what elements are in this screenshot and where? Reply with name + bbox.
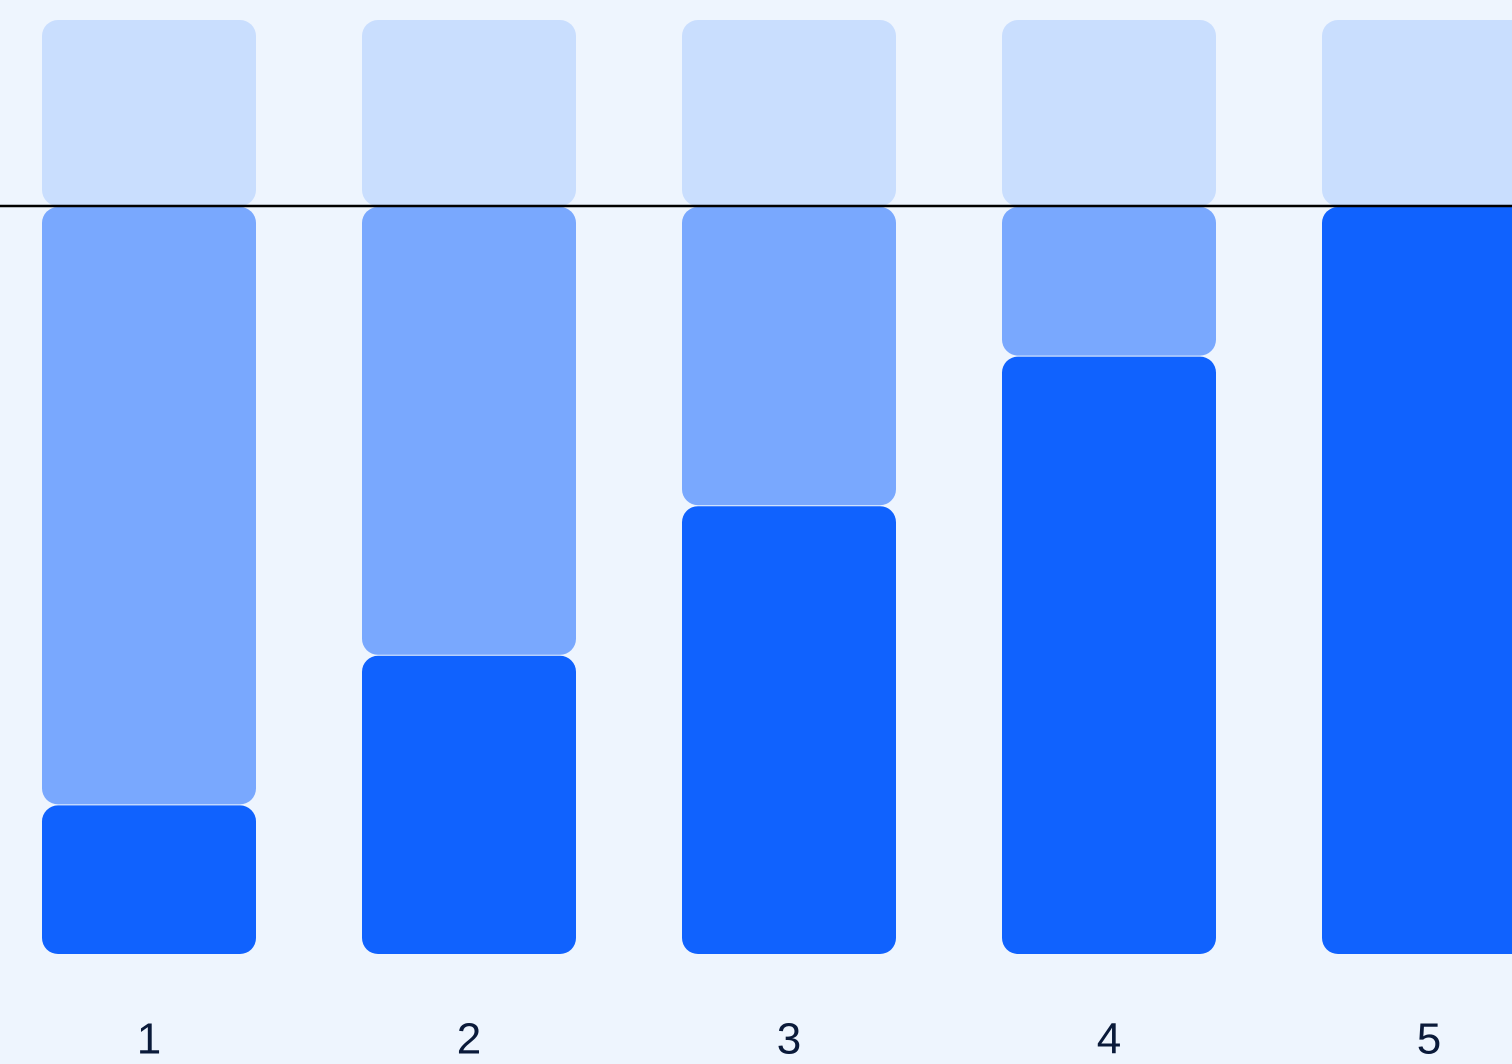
x-tick-label: 1 xyxy=(137,1015,161,1059)
bar-5-top-segment xyxy=(1322,20,1512,206)
bar-1-middle-segment xyxy=(42,207,256,805)
bars-layer xyxy=(42,20,1512,955)
tick-labels-layer: 1 2 3 4 5 xyxy=(137,1015,1441,1064)
bar-2-middle-segment xyxy=(362,207,576,655)
bar-3-middle-segment xyxy=(682,207,896,506)
bar-3-top-segment xyxy=(682,20,896,206)
bar-2-bottom-segment xyxy=(362,655,576,954)
bar-1-bottom-segment xyxy=(42,805,256,954)
bar-1-top-segment xyxy=(42,20,256,206)
x-tick-label: 5 xyxy=(1417,1015,1441,1059)
x-tick-label: 3 xyxy=(777,1015,801,1059)
x-tick-label: 2 xyxy=(457,1015,481,1059)
bar-4-bottom-segment xyxy=(1002,356,1216,955)
x-tick-label: 4 xyxy=(1097,1015,1121,1059)
bar-4-top-segment xyxy=(1002,20,1216,206)
bar-2-top-segment xyxy=(362,20,576,206)
bar-3-bottom-segment xyxy=(682,506,896,954)
bar-4-middle-segment xyxy=(1002,207,1216,356)
bar-5-bottom-segment xyxy=(1322,207,1512,954)
